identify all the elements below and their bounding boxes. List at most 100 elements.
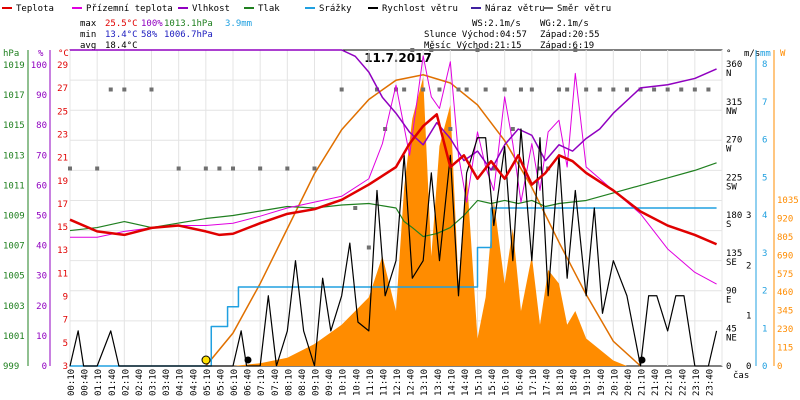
- dir-tick: 225: [726, 173, 742, 183]
- wind-direction-point: [529, 87, 534, 92]
- x-tick-label: 11:40: [379, 369, 389, 396]
- wm2-tick: 0: [777, 362, 782, 372]
- ms-tick: 2: [746, 261, 751, 271]
- mm-tick: 8: [762, 60, 767, 70]
- x-tick-label: 11:10: [366, 369, 376, 396]
- wind-direction-point: [565, 87, 570, 92]
- wind-direction-point: [491, 166, 496, 171]
- x-tick-label: 10:40: [352, 369, 362, 396]
- wind-direction-point: [366, 245, 371, 250]
- legend-label: Rychlost větru: [382, 4, 458, 14]
- x-tick-label: 06:40: [244, 369, 254, 396]
- compass-label: SE: [726, 258, 737, 268]
- ground-temp-line: [70, 55, 717, 285]
- x-axis: 00:10 00:40 01:10 01:40 02:10 02:40 03:10 03:40…: [67, 369, 749, 396]
- wind-direction-point: [402, 87, 407, 92]
- x-tick-label: 15:40: [488, 369, 498, 396]
- moon-set-icon: [638, 356, 646, 364]
- solar-radiation-area: [233, 77, 627, 366]
- stat-min-hum: 58%: [141, 30, 158, 40]
- x-tick-label: 06:10: [230, 369, 240, 396]
- rain-line: [70, 207, 717, 367]
- wind-direction-point: [312, 166, 317, 171]
- x-tick-label: 23:40: [705, 369, 715, 396]
- wind-direction-point: [374, 87, 379, 92]
- x-tick-label: 07:10: [257, 369, 267, 396]
- wind-direction-point: [421, 87, 426, 92]
- wind-direction-point: [448, 127, 453, 131]
- degc-tick: 27: [57, 84, 68, 94]
- wind-direction-point: [706, 87, 711, 92]
- stat-min-label: min: [80, 30, 96, 40]
- wind-direction-point: [149, 87, 154, 92]
- wind-direction-point: [652, 87, 657, 92]
- left-axes: hPa% °C1019101710151013101110091007100510…: [3, 49, 69, 372]
- wind-direction-layer: [68, 48, 711, 250]
- wind-direction-point: [502, 87, 507, 92]
- pct-tick: 50: [36, 212, 47, 222]
- ms-tick: 3: [746, 211, 751, 221]
- mm-tick: 6: [762, 136, 767, 146]
- wind-direction-point: [510, 127, 515, 131]
- x-tick-label: 09:40: [325, 369, 335, 396]
- mm-tick: 0: [762, 362, 767, 372]
- moon-icon: [244, 356, 252, 364]
- x-tick-label: 05:40: [216, 369, 226, 396]
- x-tick-label: 00:10: [67, 369, 77, 396]
- mm-tick: 3: [762, 249, 767, 259]
- x-tick-label: 20:10: [610, 369, 620, 396]
- x-tick-label: 02:40: [135, 369, 145, 396]
- pct-tick: 60: [36, 181, 47, 191]
- compass-label: W: [726, 145, 732, 155]
- wind-direction-point: [258, 166, 263, 171]
- wind-direction-point: [410, 48, 415, 52]
- degc-tick: 15: [57, 223, 68, 233]
- x-tick-label: 07:40: [271, 369, 281, 396]
- stat-min-press: 1006.7hPa: [164, 30, 213, 40]
- x-tick-label: 16:10: [502, 369, 512, 396]
- sun-icon: [201, 355, 211, 365]
- x-tick-label: 23:10: [692, 369, 702, 396]
- x-tick-label: 02:10: [121, 369, 131, 396]
- wind-direction-point: [597, 87, 602, 92]
- wind-direction-point: [339, 87, 344, 92]
- wind-direction-point: [464, 87, 469, 92]
- degc-tick: 21: [57, 154, 68, 164]
- wind-direction-point: [692, 87, 697, 92]
- dir-axis-label: °: [726, 49, 731, 59]
- hpa-tick: 1019: [3, 61, 25, 71]
- solar-layer: [205, 73, 642, 367]
- wind-direction-point: [429, 48, 434, 52]
- dir-tick: 270: [726, 136, 742, 146]
- x-tick-label: 04:40: [189, 369, 199, 396]
- mm-tick: 1: [762, 324, 767, 334]
- x-tick-label: 12:40: [407, 369, 417, 396]
- wm2-tick: 690: [777, 251, 793, 261]
- hpa-tick: 1011: [3, 181, 25, 191]
- ms-tick: 1: [746, 312, 751, 322]
- wind-direction-point: [611, 87, 616, 92]
- x-tick-label: 17:10: [529, 369, 539, 396]
- wind-direction-point: [95, 166, 100, 171]
- dir-tick: 45: [726, 324, 737, 334]
- stat-wg: WG:2.1m/s: [540, 19, 589, 29]
- legend-label: Náraz větru: [485, 4, 545, 14]
- wm2-tick: 920: [777, 214, 793, 224]
- wind-direction-point: [108, 87, 113, 92]
- x-tick-label: 21:40: [651, 369, 661, 396]
- degc-tick: 23: [57, 130, 68, 140]
- pct-tick: 40: [36, 242, 47, 252]
- hpa-tick: 1017: [3, 91, 25, 101]
- wind-direction-point: [557, 87, 561, 92]
- solar-theory-line: [205, 73, 642, 367]
- wind-direction-point: [122, 87, 127, 92]
- x-tick-label: 12:10: [393, 369, 403, 396]
- stat-max-temp: 25.5°C: [105, 19, 138, 29]
- hpa-tick: 999: [3, 362, 19, 372]
- stat-moon-rise: Měsíc Východ:21:15: [424, 41, 522, 51]
- stat-sun-set: Západ:20:55: [540, 30, 600, 40]
- pressure-line: [69, 162, 717, 238]
- wind-direction-point: [437, 87, 442, 92]
- wm2-tick: 460: [777, 288, 793, 298]
- mm-tick: 4: [762, 211, 767, 221]
